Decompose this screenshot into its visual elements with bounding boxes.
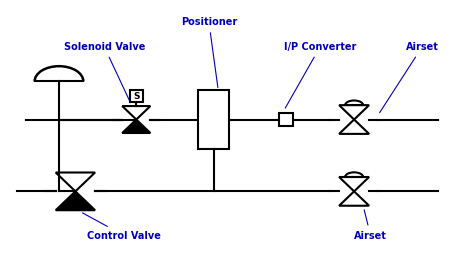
- Polygon shape: [122, 120, 150, 133]
- Text: I/P Converter: I/P Converter: [284, 42, 356, 108]
- Polygon shape: [56, 191, 95, 210]
- Text: Solenoid Valve: Solenoid Valve: [64, 42, 145, 103]
- Text: Airset: Airset: [380, 42, 438, 113]
- FancyBboxPatch shape: [198, 90, 229, 149]
- FancyBboxPatch shape: [130, 90, 143, 103]
- FancyBboxPatch shape: [279, 113, 293, 126]
- Text: Airset: Airset: [354, 210, 387, 241]
- Text: S: S: [133, 92, 139, 101]
- Text: Positioner: Positioner: [181, 17, 237, 88]
- Text: Control Valve: Control Valve: [82, 213, 161, 241]
